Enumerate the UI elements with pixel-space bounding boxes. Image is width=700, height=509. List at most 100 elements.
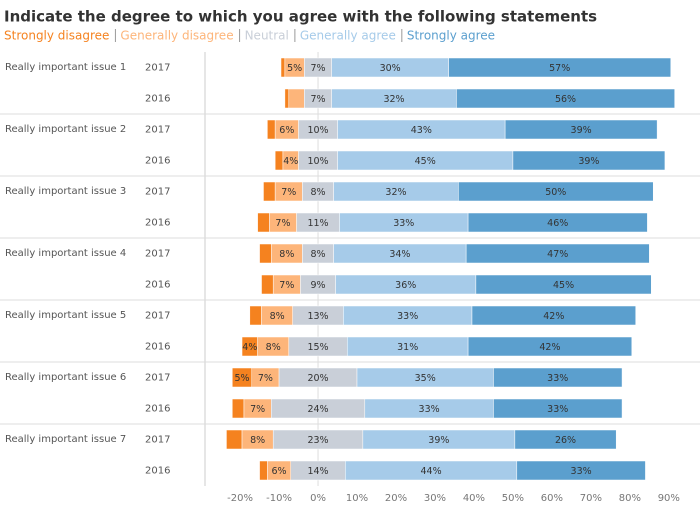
bar-segment <box>284 88 290 109</box>
x-tick-label: 0% <box>310 493 326 504</box>
group-label: Really important issue 5 <box>5 310 126 321</box>
x-tick-label: 80% <box>619 493 641 504</box>
row-label: 2016 <box>145 466 170 477</box>
bar-segment <box>493 367 623 388</box>
value-label: 5% <box>234 373 249 384</box>
value-label: 36% <box>395 280 416 291</box>
legend-item: Neutral <box>245 29 289 43</box>
value-label: 6% <box>279 125 294 136</box>
row-label: 2017 <box>145 435 170 446</box>
value-label: 9% <box>310 280 325 291</box>
legend-item: Strongly agree <box>407 29 495 43</box>
bar-segment <box>267 119 276 140</box>
chart-title: Indicate the degree to which you agree w… <box>4 8 597 26</box>
value-label: 50% <box>545 187 566 198</box>
value-label: 5% <box>287 63 302 74</box>
row-label: 2016 <box>145 280 170 291</box>
bar-segment <box>259 460 268 481</box>
value-label: 34% <box>389 249 410 260</box>
legend-item: Generally agree <box>300 29 396 43</box>
value-label: 32% <box>385 187 406 198</box>
value-label: 7% <box>250 404 265 415</box>
value-label: 20% <box>307 373 328 384</box>
value-label: 7% <box>310 63 325 74</box>
x-tick-label: 90% <box>658 493 680 504</box>
bar-segment <box>465 243 650 264</box>
bar-segment <box>458 181 654 202</box>
value-label: 8% <box>310 187 325 198</box>
value-label: 15% <box>307 342 328 353</box>
value-label: 8% <box>270 311 285 322</box>
value-label: 47% <box>547 249 568 260</box>
bar-segment <box>261 274 274 295</box>
bar-segment <box>259 243 272 264</box>
value-label: 45% <box>415 156 436 167</box>
value-label: 42% <box>539 342 560 353</box>
row-label: 2017 <box>145 187 170 198</box>
row-label: 2017 <box>145 311 170 322</box>
x-tick-label: 70% <box>580 493 602 504</box>
value-label: 11% <box>307 218 328 229</box>
group-label: Really important issue 4 <box>5 248 126 259</box>
value-label: 24% <box>307 404 328 415</box>
bar-segment <box>512 150 666 171</box>
value-label: 23% <box>307 435 328 446</box>
value-label: 35% <box>415 373 436 384</box>
row-label: 2017 <box>145 63 170 74</box>
group-label: Really important issue 1 <box>5 62 126 73</box>
x-tick-label: 10% <box>346 493 368 504</box>
row-label: 2016 <box>145 94 170 105</box>
row-label: 2017 <box>145 249 170 260</box>
bar-segment <box>467 212 648 233</box>
value-label: 7% <box>258 373 273 384</box>
bar-segment <box>448 57 672 78</box>
value-label: 14% <box>307 466 328 477</box>
x-tick-label: 60% <box>541 493 563 504</box>
value-label: 46% <box>547 218 568 229</box>
bar-segment <box>263 181 276 202</box>
row-label: 2016 <box>145 342 170 353</box>
x-tick-label: -10% <box>266 493 292 504</box>
value-label: 43% <box>411 125 432 136</box>
value-label: 33% <box>393 218 414 229</box>
row-label: 2016 <box>145 156 170 167</box>
row-label: 2016 <box>145 218 170 229</box>
bar-segment <box>456 88 675 109</box>
value-label: 33% <box>397 311 418 322</box>
bar-segment <box>493 398 623 419</box>
bar-segment <box>288 88 305 109</box>
legend-item: Strongly disagree <box>4 29 109 43</box>
bar-segment <box>226 429 243 450</box>
value-label: 44% <box>421 466 442 477</box>
value-label: 7% <box>279 280 294 291</box>
bar-segment <box>280 57 286 78</box>
x-tick-label: 50% <box>502 493 524 504</box>
bar-segment <box>471 305 636 326</box>
x-tick-label: -20% <box>227 493 253 504</box>
value-label: 10% <box>307 156 328 167</box>
value-label: 33% <box>547 373 568 384</box>
group-label: Really important issue 3 <box>5 186 126 197</box>
row-label: 2016 <box>145 404 170 415</box>
x-tick-label: 40% <box>463 493 485 504</box>
value-label: 31% <box>397 342 418 353</box>
legend-item: Generally disagree <box>120 29 233 43</box>
group-label: Really important issue 6 <box>5 372 126 383</box>
group-label: Really important issue 2 <box>5 124 126 135</box>
bar-segment <box>504 119 658 140</box>
bar-segment <box>249 305 262 326</box>
value-label: 33% <box>547 404 568 415</box>
value-label: 42% <box>543 311 564 322</box>
value-label: 39% <box>578 156 599 167</box>
value-label: 39% <box>571 125 592 136</box>
bar-segment <box>257 212 270 233</box>
value-label: 8% <box>266 342 281 353</box>
bar-segment <box>516 460 646 481</box>
value-label: 33% <box>571 466 592 477</box>
value-label: 7% <box>281 187 296 198</box>
value-label: 30% <box>380 63 401 74</box>
value-label: 7% <box>275 218 290 229</box>
value-label: 8% <box>279 249 294 260</box>
